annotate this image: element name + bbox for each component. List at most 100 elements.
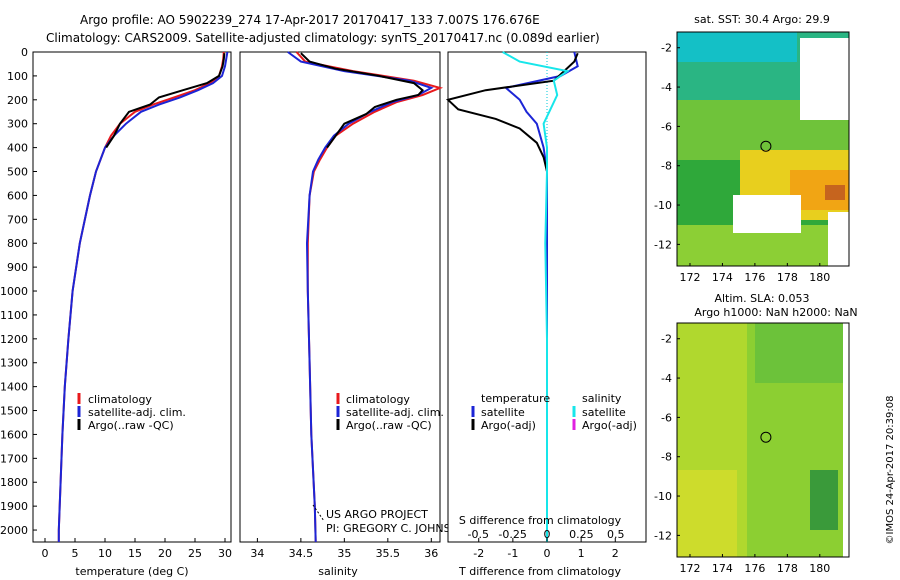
t-difference-xlabel: T difference from climatology xyxy=(458,565,621,578)
map-x-tick-label: 176 xyxy=(744,271,765,284)
depth-tick-label: 700 xyxy=(7,213,28,226)
sal-legend-argo-label: Argo(..raw -QC) xyxy=(346,419,432,432)
legend-climatology-label: climatology xyxy=(88,393,152,406)
map-y-tick-label: -4 xyxy=(661,372,672,385)
depth-tick-label: 1100 xyxy=(0,309,28,322)
x-tick-label: 20 xyxy=(158,547,172,560)
sla-argo-position-marker xyxy=(760,431,772,443)
map-y-tick-label: -6 xyxy=(661,120,672,133)
sal-legend-climatology-label: climatology xyxy=(346,393,410,406)
map-x-tick-label: 174 xyxy=(712,271,733,284)
depth-tick-label: 800 xyxy=(7,237,28,250)
x-tick-label: 2 xyxy=(612,547,619,560)
depth-tick-label: 1000 xyxy=(0,285,28,298)
sla-x-ticks: 172 174 176 178 180 xyxy=(679,554,830,575)
s-tick-label: 0 xyxy=(544,528,551,541)
salinity-axes-box xyxy=(239,51,441,543)
x-tick-label: 5 xyxy=(72,547,79,560)
map-y-tick-label: -10 xyxy=(654,199,672,212)
x-tick-label: 0 xyxy=(42,547,49,560)
project-label: US ARGO PROJECT xyxy=(326,508,428,521)
x-tick-label: -1 xyxy=(507,547,518,560)
sla-map-frame xyxy=(676,322,850,558)
salinity-panel: 34 34.5 35 35.5 36 salinity climatology sate… xyxy=(239,51,467,578)
series-line-argo xyxy=(300,52,425,149)
map-y-tick-label: -12 xyxy=(654,238,672,251)
x-tick-label: 0 xyxy=(544,547,551,560)
map-x-tick-label: 180 xyxy=(809,271,830,284)
depth-tick-label: 1600 xyxy=(0,428,28,441)
sla-northeast-band xyxy=(755,323,849,383)
map-y-tick-label: -12 xyxy=(654,529,672,542)
x-tick-label: 35.5 xyxy=(376,547,401,560)
legend-s-satellite-label: satellite xyxy=(582,406,626,419)
map-x-tick-label: 172 xyxy=(679,271,700,284)
temperature-x-ticks: 0 5 10 15 20 25 30 xyxy=(42,538,232,560)
series-line-argo xyxy=(445,52,579,172)
salinity-series xyxy=(287,51,444,543)
depth-tick-label: 2000 xyxy=(0,524,28,537)
sla-y-ticks: -2 -4 -6 -8 -10 -12 xyxy=(654,333,680,542)
series-line-salinity_sat xyxy=(502,51,570,542)
legend-t-satellite-label: satellite xyxy=(481,406,525,419)
series-line-argo xyxy=(105,53,226,149)
sla-map-panel: Altim. SLA: 0.053 Argo h1000: NaN h2000:… xyxy=(654,292,858,575)
sst-map-panel: sat. SST: 30.4 Argo: 29.9 172 174 176 178 18… xyxy=(654,13,850,284)
imos-stamp: ©IMOS 24-Apr-2017 20:39:08 xyxy=(885,396,896,545)
x-tick-label: 30 xyxy=(218,547,232,560)
difference-series xyxy=(445,51,579,542)
depth-tick-label: 0 xyxy=(21,46,28,59)
sla-map-title-2: Argo h1000: NaN h2000: NaN xyxy=(694,306,857,319)
pi-label: PI: GREGORY C. JOHNSON xyxy=(326,522,467,535)
header-line-2: Climatology: CARS2009. Satellite-adjuste… xyxy=(46,31,600,45)
legend-satellite-label: satellite-adj. clim. xyxy=(88,406,186,419)
depth-tick-label: 1800 xyxy=(0,476,28,489)
x-tick-label: 10 xyxy=(98,547,112,560)
map-y-tick-label: -2 xyxy=(661,333,672,346)
difference-panel: -2 -1 0 1 2 -0.5 -0.25 0 0.25 0.5 S difference f… xyxy=(445,51,647,578)
depth-tick-label: 400 xyxy=(7,142,28,155)
sst-map-image xyxy=(677,32,849,266)
x-tick-label: 35 xyxy=(337,547,351,560)
sst-coldest-band xyxy=(677,32,797,62)
salinity-x-ticks: 34 34.5 35 35.5 36 xyxy=(250,538,438,560)
legend-t-argo-label: Argo(-adj) xyxy=(481,419,536,432)
s-tick-label: -0.5 xyxy=(468,528,489,541)
s-tick-label: 0.25 xyxy=(569,528,594,541)
x-tick-label: 25 xyxy=(188,547,202,560)
sal-legend-satellite-label: satellite-adj. clim. xyxy=(346,406,444,419)
map-y-tick-label: -6 xyxy=(661,411,672,424)
depth-tick-label: 600 xyxy=(7,189,28,202)
sla-southwest-band xyxy=(677,470,737,557)
sla-edge-mask xyxy=(843,323,849,557)
depth-tick-label: 1700 xyxy=(0,452,28,465)
sst-hottest-cell xyxy=(825,185,845,200)
project-annotation: US ARGO PROJECT PI: GREGORY C. JOHNSON xyxy=(312,504,467,535)
difference-x-ticks: -2 -1 0 1 2 xyxy=(473,538,619,560)
map-y-tick-label: -10 xyxy=(654,490,672,503)
sla-map-image xyxy=(677,323,849,557)
depth-tick-label: 1500 xyxy=(0,405,28,418)
sst-argo-position-marker xyxy=(760,140,772,152)
difference-s-ticks: -0.5 -0.25 0 0.25 0.5 xyxy=(468,528,625,541)
sla-map-title-1: Altim. SLA: 0.053 xyxy=(714,292,809,305)
depth-tick-label: 1900 xyxy=(0,500,28,513)
depth-tick-label: 300 xyxy=(7,118,28,131)
x-tick-label: -2 xyxy=(473,547,484,560)
s-tick-label: -0.25 xyxy=(498,528,526,541)
depth-tick-label: 1300 xyxy=(0,357,28,370)
series-line-satellite xyxy=(287,51,434,543)
sst-cloud-ne xyxy=(800,38,849,120)
legend-s-argo-label: Argo(-adj) xyxy=(582,419,637,432)
map-x-tick-label: 176 xyxy=(744,562,765,575)
sst-map-frame xyxy=(676,31,850,267)
s-tick-label: 0.5 xyxy=(607,528,625,541)
x-tick-label: 34.5 xyxy=(289,547,314,560)
depth-tick-label: 500 xyxy=(7,166,28,179)
sst-map-title: sat. SST: 30.4 Argo: 29.9 xyxy=(694,13,830,26)
s-difference-label: S difference from climatology xyxy=(459,514,622,527)
temperature-series xyxy=(57,51,229,542)
depth-tick-label: 900 xyxy=(7,261,28,274)
map-x-tick-label: 172 xyxy=(679,562,700,575)
